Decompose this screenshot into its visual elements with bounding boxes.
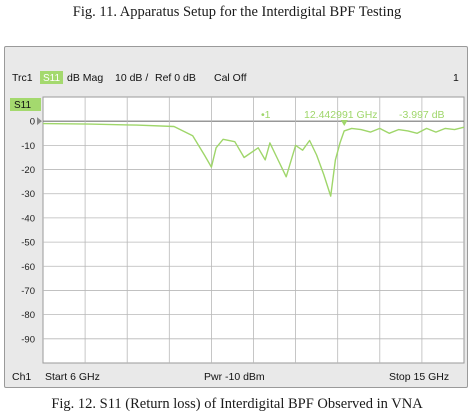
s11-trace xyxy=(42,122,465,197)
trace-label-box xyxy=(10,98,41,111)
ref-level-arrow xyxy=(37,117,42,126)
format-label[interactable]: dB Mag xyxy=(67,72,103,84)
trace-label: S11 xyxy=(14,100,31,111)
y-tick-label: -70 xyxy=(21,286,35,297)
y-tick-label: -90 xyxy=(21,334,35,345)
power-level[interactable]: Pwr -10 dBm xyxy=(204,371,265,383)
s11-chart: Trc1 S11 dB Mag 10 dB / Ref 0 dB Cal Off… xyxy=(10,71,465,383)
marker-frequency: 12.442991 GHz xyxy=(304,109,378,121)
y-tick-label: -20 xyxy=(21,165,35,176)
channel-index: 1 xyxy=(453,72,459,84)
ref-label[interactable]: Ref 0 dB xyxy=(155,72,196,84)
marker-value: -3.997 dB xyxy=(399,109,445,121)
figure-caption-bottom: Fig. 12. S11 (Return loss) of Interdigit… xyxy=(51,396,423,412)
scale-label[interactable]: 10 dB / xyxy=(115,72,148,84)
channel-label: Ch1 xyxy=(12,371,31,383)
cal-label[interactable]: Cal Off xyxy=(214,72,247,84)
marker-readout: •1 12.442991 GHz -3.997 dB xyxy=(261,109,445,121)
start-frequency[interactable]: Start 6 GHz xyxy=(45,371,100,383)
footer-bar: Ch1 Start 6 GHz Pwr -10 dBm Stop 15 GHz xyxy=(12,371,449,383)
param-badge[interactable] xyxy=(40,71,63,84)
marker-arrow[interactable] xyxy=(340,120,348,126)
marker-label: •1 xyxy=(261,109,271,121)
y-tick-labels: 0 -10 -20 -30 -40 -50 -60 -70 -80 -90 xyxy=(21,117,35,346)
vna-screen: Trc1 S11 dB Mag 10 dB / Ref 0 dB Cal Off… xyxy=(4,46,468,388)
grid xyxy=(43,97,464,363)
stop-frequency[interactable]: Stop 15 GHz xyxy=(389,371,449,383)
y-tick-label: -50 xyxy=(21,238,35,249)
y-tick-label: 0 xyxy=(30,117,35,128)
y-tick-label: -40 xyxy=(21,213,35,224)
y-tick-label: -80 xyxy=(21,310,35,321)
header-bar: Trc1 S11 dB Mag 10 dB / Ref 0 dB Cal Off… xyxy=(12,71,459,84)
y-tick-label: -30 xyxy=(21,189,35,200)
param-badge-label: S11 xyxy=(43,73,60,84)
y-tick-label: -60 xyxy=(21,262,35,273)
trace-name: Trc1 xyxy=(12,72,33,84)
y-tick-label: -10 xyxy=(21,141,35,152)
figure-caption-top: Fig. 11. Apparatus Setup for the Interdi… xyxy=(72,4,402,20)
